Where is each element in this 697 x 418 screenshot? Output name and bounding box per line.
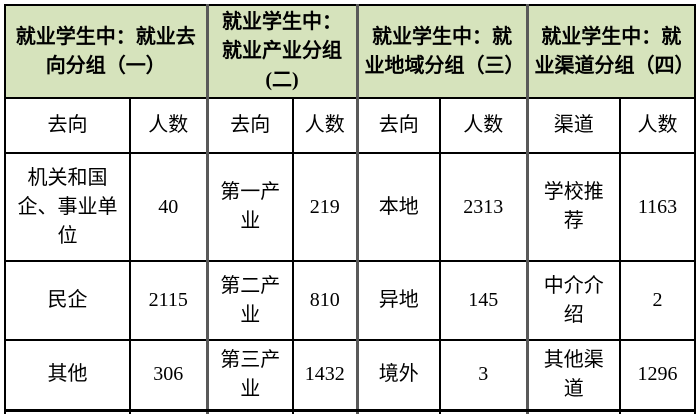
cell-value: 1163 <box>619 152 697 262</box>
cell-value: 1296 <box>619 339 697 412</box>
cut-off-next-row <box>4 409 697 414</box>
section-title-region: 就业学生中：就业地域分组（三） <box>355 4 529 99</box>
column-header-count: 人数 <box>619 97 697 154</box>
table-row: 机关和国企、事业单位 40 第一产业 219 本地 2313 学校推荐 1163 <box>4 152 697 262</box>
cell-label: 本地 <box>355 152 442 262</box>
cell-label: 民企 <box>4 260 131 341</box>
cell-value: 1432 <box>291 339 359 412</box>
cell-label: 机关和国企、事业单位 <box>4 152 131 262</box>
group-header-row: 就业学生中：就业去向分组（一） 就业学生中：就业产业分组(二) 就业学生中：就业… <box>4 4 697 99</box>
cell-value: 306 <box>129 339 208 412</box>
column-header-count: 人数 <box>439 97 529 154</box>
employment-groups-table: 就业学生中：就业去向分组（一） 就业学生中：就业产业分组(二) 就业学生中：就业… <box>4 4 697 414</box>
section-title-destination: 就业学生中：就业去向分组（一） <box>4 4 208 99</box>
cell-value: 2115 <box>129 260 208 341</box>
table-row: 民企 2115 第二产业 810 异地 145 中介介绍 2 <box>4 260 697 341</box>
cell-value: 810 <box>291 260 359 341</box>
section-title-channel: 就业学生中：就业渠道分组（四） <box>525 4 697 99</box>
cell-label: 其他渠道 <box>525 339 622 412</box>
column-header-count: 人数 <box>129 97 208 154</box>
cell-label: 境外 <box>355 339 442 412</box>
cell-label: 学校推荐 <box>525 152 622 262</box>
cell-value: 2 <box>619 260 697 341</box>
cell-value: 145 <box>439 260 529 341</box>
cell-value: 219 <box>291 152 359 262</box>
cell-label: 第一产业 <box>205 152 294 262</box>
table-row: 其他 306 第三产业 1432 境外 3 其他渠道 1296 <box>4 339 697 412</box>
cell-label: 中介介绍 <box>525 260 622 341</box>
column-header-row: 去向 人数 去向 人数 去向 人数 渠道 人数 <box>4 97 697 154</box>
column-header-destination: 去向 <box>355 97 442 154</box>
cell-value: 2313 <box>439 152 529 262</box>
column-header-destination: 去向 <box>205 97 294 154</box>
cell-value: 40 <box>129 152 208 262</box>
cell-label: 其他 <box>4 339 131 412</box>
cell-label: 第三产业 <box>205 339 294 412</box>
column-header-channel: 渠道 <box>525 97 622 154</box>
cell-label: 第二产业 <box>205 260 294 341</box>
column-header-destination: 去向 <box>4 97 131 154</box>
section-title-industry: 就业学生中：就业产业分组(二) <box>205 4 359 99</box>
column-header-count: 人数 <box>291 97 359 154</box>
cell-label: 异地 <box>355 260 442 341</box>
cell-value: 3 <box>439 339 529 412</box>
